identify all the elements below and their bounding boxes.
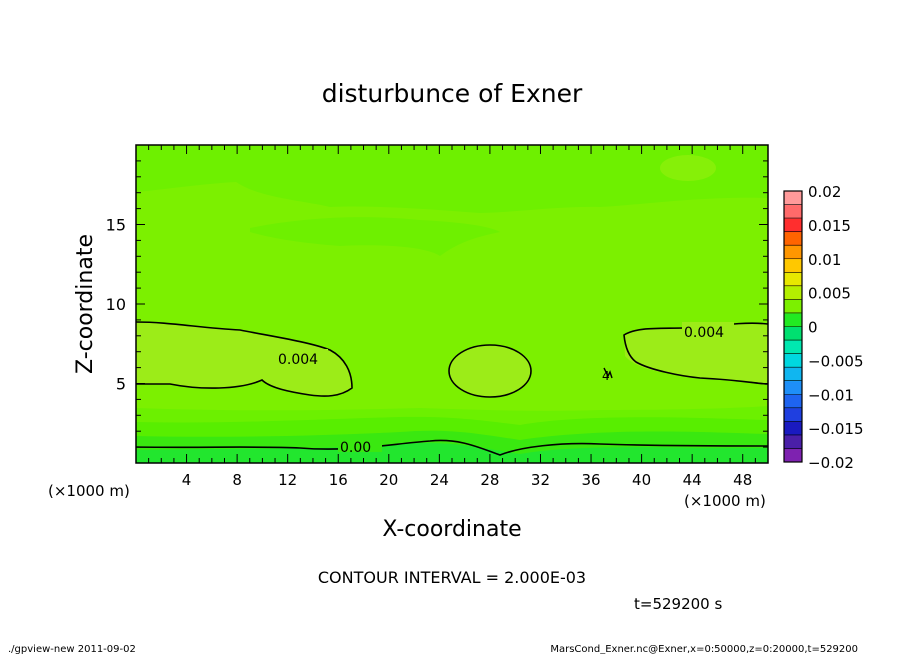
- x-tick-label: 44: [683, 471, 702, 489]
- upper-blob: [250, 217, 500, 256]
- x-tick-label: 16: [329, 471, 348, 489]
- colorbar-swatch: [784, 312, 802, 327]
- colorbar-ticks: 0.02 0.015 0.01 0.005 0 −0.005 −0.01 −0.015 −0.0…: [808, 183, 864, 472]
- y-tick-label: 5: [116, 375, 126, 394]
- colorbar-swatch: [784, 353, 802, 368]
- y-axis-ticks: 5 10 15: [106, 160, 768, 448]
- colorbar: [783, 190, 803, 463]
- x-axis-label: X-coordinate: [382, 517, 521, 542]
- contour-line-small: [603, 367, 613, 379]
- colorbar-tick-label: 0: [808, 319, 818, 337]
- colorbar-swatch: [784, 448, 802, 463]
- x-unit-right: (×1000 m): [684, 492, 766, 510]
- colorbar-swatch: [784, 191, 802, 206]
- colorbar-swatch: [784, 285, 802, 300]
- x-tick-label: 12: [278, 471, 297, 489]
- colorbar-frame: [783, 190, 803, 463]
- upper-band: [136, 145, 768, 213]
- time-label: t=529200 s: [634, 595, 722, 613]
- x-unit-left: (×1000 m): [48, 482, 130, 500]
- colorbar-swatch: [784, 394, 802, 409]
- chart-title: disturbunce of Exner: [322, 79, 583, 108]
- colorbar-swatch: [784, 231, 802, 246]
- colorbar-tick-label: 0.02: [808, 183, 841, 201]
- x-tick-label: 20: [379, 471, 398, 489]
- x-tick-label: 32: [531, 471, 550, 489]
- colorbar-tick-label: 0.01: [808, 251, 841, 269]
- colorbar-tick-label: 0.015: [808, 217, 851, 235]
- x-tick-label: 4: [182, 471, 192, 489]
- colorbar-tick-label: 0.005: [808, 285, 851, 303]
- colorbar-tick-label: −0.01: [808, 386, 854, 404]
- anomaly-right: [624, 323, 768, 384]
- contour-interval: CONTOUR INTERVAL = 2.000E-03: [318, 568, 586, 587]
- x-tick-label: 8: [232, 471, 242, 489]
- colorbar-swatch: [784, 340, 802, 355]
- x-tick-label: 24: [430, 471, 449, 489]
- colorbar-tick-label: −0.005: [808, 352, 864, 370]
- y-tick-label: 10: [106, 295, 126, 314]
- footer-left: ./gpview-new 2011-09-02: [8, 644, 136, 654]
- colorbar-swatch: [784, 421, 802, 436]
- colorbar-swatch: [784, 380, 802, 395]
- contour-label-small: 4: [602, 369, 610, 383]
- band-4: [136, 442, 768, 463]
- contour-line-zero: [136, 439, 768, 456]
- contour-line-left: [136, 321, 353, 397]
- upper-right-blob: [660, 155, 716, 181]
- x-tick-label: 28: [480, 471, 499, 489]
- colorbar-swatch: [784, 434, 802, 449]
- colorbar-tick-label: −0.015: [808, 420, 864, 438]
- anomaly-center: [449, 345, 531, 397]
- colorbar-swatch: [784, 299, 802, 314]
- x-tick-label: 48: [733, 471, 752, 489]
- colorbar-swatch: [784, 258, 802, 273]
- y-axis-label: Z-coordinate: [73, 234, 98, 374]
- contour-label-right: 0.004: [684, 325, 724, 341]
- colorbar-swatch: [784, 245, 802, 260]
- x-tick-label: 36: [581, 471, 600, 489]
- contour-label-zero: 0.00: [340, 440, 371, 456]
- contour-label-left: 0.004: [278, 352, 318, 368]
- colorbar-swatch: [784, 367, 802, 382]
- contour-field: [136, 145, 768, 463]
- colorbar-swatch: [784, 204, 802, 219]
- anomaly-left: [136, 322, 352, 397]
- colorbar-swatch: [784, 407, 802, 422]
- colorbar-tick-label: −0.02: [808, 454, 854, 472]
- contour-line-center: [448, 344, 532, 398]
- colorbar-swatch: [784, 272, 802, 287]
- colorbar-swatch: [784, 326, 802, 341]
- x-axis-ticks: 4 8 12 16 20 24 28 32 36 40 44 48: [148, 145, 756, 489]
- footer-right: MarsCond_Exner.nc@Exner,x=0:50000,z=0:20…: [550, 644, 858, 654]
- y-tick-label: 15: [106, 216, 126, 235]
- colorbar-swatch: [784, 218, 802, 233]
- x-tick-label: 40: [632, 471, 651, 489]
